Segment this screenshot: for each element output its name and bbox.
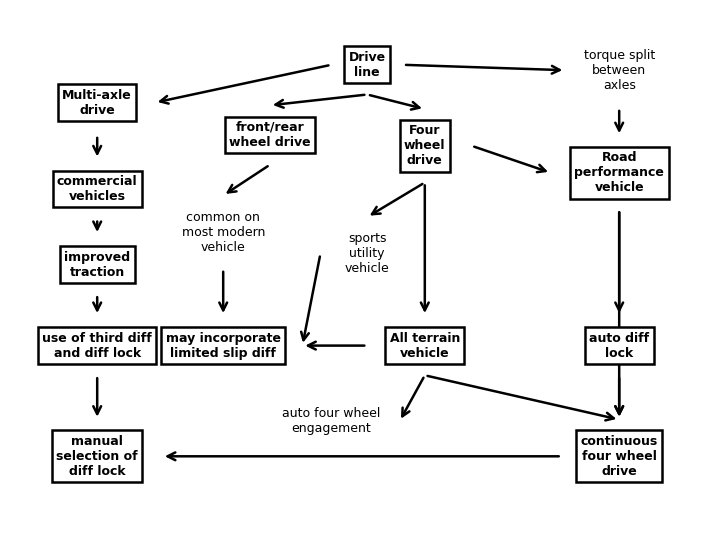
Text: manual
selection of
diff lock: manual selection of diff lock xyxy=(56,435,138,478)
Text: continuous
four wheel
drive: continuous four wheel drive xyxy=(580,435,658,478)
Text: Road
performance
vehicle: Road performance vehicle xyxy=(575,151,664,194)
Text: Multi-axle
drive: Multi-axle drive xyxy=(63,89,132,117)
Text: commercial
vehicles: commercial vehicles xyxy=(57,175,138,203)
Text: Drive
line: Drive line xyxy=(348,51,386,79)
Text: may incorporate
limited slip diff: may incorporate limited slip diff xyxy=(166,332,281,360)
Text: Four
wheel
drive: Four wheel drive xyxy=(404,124,446,167)
Text: All terrain
vehicle: All terrain vehicle xyxy=(390,332,460,360)
Text: auto four wheel
engagement: auto four wheel engagement xyxy=(282,407,380,435)
Text: auto diff
lock: auto diff lock xyxy=(589,332,649,360)
Text: improved
traction: improved traction xyxy=(64,251,130,279)
Text: common on
most modern
vehicle: common on most modern vehicle xyxy=(181,211,265,254)
Text: sports
utility
vehicle: sports utility vehicle xyxy=(345,232,390,275)
Text: torque split
between
axles: torque split between axles xyxy=(584,49,654,92)
Text: front/rear
wheel drive: front/rear wheel drive xyxy=(229,121,311,149)
Text: use of third diff
and diff lock: use of third diff and diff lock xyxy=(42,332,152,360)
